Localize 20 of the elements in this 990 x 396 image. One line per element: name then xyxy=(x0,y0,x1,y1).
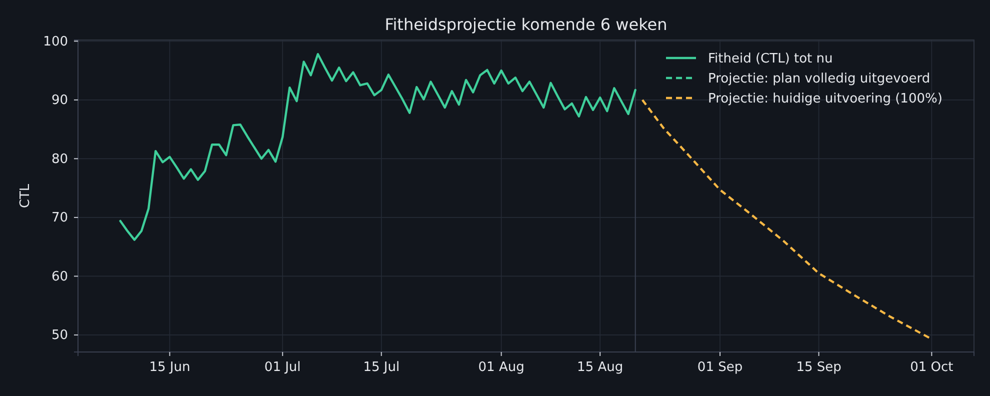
x-tick-label: 01 Aug xyxy=(478,360,524,376)
x-tick-label: 01 Jul xyxy=(264,360,301,376)
y-tick-label: 70 xyxy=(51,210,68,226)
x-tick-label: 01 Oct xyxy=(910,360,954,376)
y-tick-label: 100 xyxy=(43,34,68,50)
x-tick-label: 15 Jul xyxy=(363,360,400,376)
x-tick-label: 15 Aug xyxy=(577,360,624,376)
y-axis-title: CTL xyxy=(18,183,33,208)
y-tick-label: 60 xyxy=(51,269,68,284)
line-series xyxy=(119,53,636,241)
chart-title: Fitheidsprojectie komende 6 weken xyxy=(384,15,668,34)
y-tick-label: 50 xyxy=(51,328,68,344)
legend-label: Projectie: plan volledig uitgevoerd xyxy=(708,72,930,86)
x-tick-label: 15 Sep xyxy=(796,360,842,376)
legend-label: Projectie: huidige uitvoering (100%) xyxy=(708,92,942,106)
x-tick-label: 01 Sep xyxy=(697,360,743,376)
legend-label: Fitheid (CTL) tot nu xyxy=(708,52,833,66)
y-tick-label: 80 xyxy=(51,152,68,167)
y-tick-label: 90 xyxy=(51,93,68,108)
x-tick-label: 15 Jun xyxy=(149,360,190,376)
